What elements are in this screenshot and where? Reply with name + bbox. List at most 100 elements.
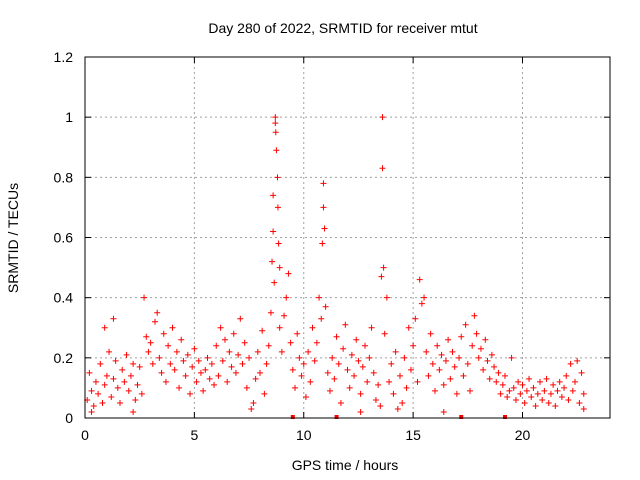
data-point (165, 342, 172, 349)
data-point (366, 354, 373, 361)
data-point (138, 390, 145, 397)
data-point (294, 330, 301, 337)
data-point (547, 390, 554, 397)
data-point (254, 348, 261, 355)
data-point (271, 279, 278, 286)
data-point (329, 354, 336, 361)
data-point (405, 324, 412, 331)
data-point (176, 384, 183, 391)
data-point (497, 390, 504, 397)
data-point (530, 384, 537, 391)
data-point (537, 378, 543, 385)
data-point (340, 345, 347, 352)
data-point (390, 390, 397, 397)
y-tick-label: 0.4 (54, 290, 74, 306)
data-point (333, 333, 340, 340)
data-point (427, 330, 434, 337)
data-point (298, 372, 305, 379)
data-point (368, 324, 375, 331)
data-point (442, 357, 449, 364)
data-point (561, 384, 568, 391)
data-point (477, 345, 484, 352)
data-point (355, 357, 362, 364)
data-point (127, 372, 134, 379)
data-point (515, 378, 522, 385)
data-point (99, 399, 106, 406)
data-point (276, 324, 283, 331)
data-point (204, 354, 211, 361)
data-point (502, 372, 508, 379)
data-point (276, 264, 283, 271)
axis-ticks: 0 5 10 15 20 0 0.2 0.4 0.6 0.8 1 1.2 (54, 49, 610, 443)
data-point (517, 390, 524, 397)
axis-marker (334, 415, 339, 419)
data-point (440, 381, 447, 388)
data-point (558, 393, 565, 400)
data-point (453, 390, 460, 397)
data-point (272, 120, 279, 127)
data-point (578, 369, 585, 376)
data-point (484, 357, 491, 364)
data-point (287, 339, 294, 346)
data-point (95, 390, 102, 397)
data-point (473, 330, 480, 337)
data-point (521, 399, 528, 406)
data-point (316, 294, 323, 301)
data-point (416, 276, 423, 283)
data-point (274, 174, 281, 181)
data-point (321, 225, 328, 232)
data-point (243, 384, 250, 391)
data-point (246, 354, 253, 361)
data-point (145, 348, 152, 355)
data-point (449, 348, 456, 355)
data-point (320, 204, 327, 211)
data-point (114, 384, 121, 391)
data-point (103, 372, 110, 379)
data-point (92, 378, 99, 385)
data-point (285, 270, 292, 277)
data-point (265, 342, 272, 349)
data-point (130, 408, 137, 415)
data-point (379, 165, 386, 172)
data-point (110, 375, 117, 382)
data-point (219, 357, 226, 364)
x-tick-label: 0 (81, 427, 89, 443)
data-point (130, 360, 137, 367)
data-point (462, 321, 469, 328)
data-point (414, 378, 421, 385)
data-point (556, 378, 563, 385)
data-point (580, 405, 587, 412)
data-point (267, 309, 274, 316)
data-point (379, 114, 386, 121)
data-point (337, 399, 344, 406)
data-point (576, 399, 583, 406)
data-point (189, 363, 196, 370)
data-point (418, 300, 425, 307)
data-point (239, 360, 246, 367)
data-point (480, 366, 487, 373)
data-point (499, 381, 506, 388)
y-tick-label: 0 (65, 410, 73, 426)
data-point (97, 360, 104, 367)
data-point (123, 351, 130, 358)
x-tick-label: 15 (405, 427, 421, 443)
data-point (377, 402, 384, 409)
data-point (550, 381, 557, 388)
data-point (372, 396, 379, 403)
data-point (320, 180, 327, 187)
data-point (482, 336, 489, 343)
data-point (154, 309, 161, 316)
y-tick-label: 0.2 (54, 350, 74, 366)
data-point (149, 360, 156, 367)
data-point (261, 390, 268, 397)
axis-marker (290, 415, 295, 419)
data-point (432, 387, 438, 394)
data-point (88, 408, 95, 415)
data-point (565, 396, 572, 403)
data-point (257, 369, 263, 376)
data-point (272, 114, 279, 121)
data-point (182, 372, 189, 379)
data-point (313, 339, 320, 346)
data-point (158, 369, 165, 376)
